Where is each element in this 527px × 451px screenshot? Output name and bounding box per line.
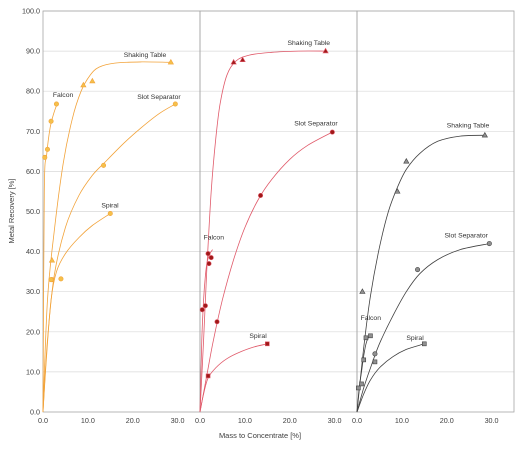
y-tick-label: 30.0: [26, 287, 40, 296]
y-tick-label: 90.0: [26, 47, 40, 56]
shaking-table-point: [80, 81, 87, 88]
x-tick-label: 30.0: [328, 416, 342, 425]
slot-separator-point: [214, 319, 220, 325]
x-tick-label: 20.0: [440, 416, 454, 425]
falcon-point: [202, 303, 208, 309]
slot-separator-curve: [356, 243, 490, 413]
shaking-table-label: Shaking Table: [124, 52, 167, 59]
spiral-point: [372, 359, 378, 365]
y-tick-label: 100.0: [22, 7, 40, 16]
panel-frame: [356, 10, 515, 413]
shaking-table-point: [230, 58, 237, 65]
x-tick-label: 30.0: [171, 416, 185, 425]
shaking-table-curve: [42, 61, 171, 413]
spiral-point: [264, 341, 270, 347]
tick-labels: 0.0 10.0 20.0 30.0 40.0 50.0 60.0 70.0 80.0 90.0 1…: [22, 7, 499, 426]
y-tick-label: 70.0: [26, 127, 40, 136]
falcon-label: Falcon: [204, 235, 225, 242]
falcon-point: [359, 381, 364, 387]
shaking-table-point: [403, 157, 410, 164]
falcon-point: [42, 154, 48, 160]
falcon-label: Falcon: [361, 315, 382, 322]
y-axis-title: Metal Recovery [%]: [7, 178, 16, 243]
falcon-curve: [42, 103, 58, 413]
falcon-point: [205, 251, 211, 257]
slot-separator-label: Slot Separator: [294, 120, 338, 127]
y-tick-label: 10.0: [26, 367, 40, 376]
slot-separator-curve: [199, 131, 333, 413]
slot-separator-label: Slot Separator: [444, 233, 488, 240]
falcon-point: [44, 146, 50, 152]
spiral-label: Spiral: [249, 333, 267, 340]
slot-separator-point: [486, 241, 492, 247]
spiral-label: Spiral: [406, 335, 424, 342]
spiral-point: [205, 373, 211, 379]
spiral-curve: [42, 213, 111, 413]
gridlines: [43, 10, 514, 373]
panel-frames: [42, 10, 515, 413]
falcon-point: [208, 255, 214, 261]
spiral-curve: [356, 343, 425, 413]
falcon-point: [199, 307, 205, 313]
shaking-table-point: [48, 257, 56, 263]
y-tick-label: 40.0: [26, 247, 40, 256]
shaking-table-point: [167, 58, 174, 65]
series-labels: Falcon Shaking Table Slot Separator Spiral S…: [53, 40, 490, 342]
shaking-table-point: [359, 288, 366, 294]
falcon-point: [53, 101, 59, 107]
falcon-point: [361, 357, 367, 363]
shaking-table-point: [481, 131, 488, 138]
spiral-point: [48, 277, 54, 283]
shaking-table-curve: [199, 50, 326, 413]
x-tick-label: 10.0: [395, 416, 409, 425]
x-tick-label: 10.0: [238, 416, 252, 425]
x-tick-label: 20.0: [126, 416, 140, 425]
shaking-table-point: [239, 56, 246, 63]
y-tick-label: 0.0: [30, 408, 40, 417]
shaking-table-point: [322, 47, 329, 54]
y-tick-label: 50.0: [26, 207, 40, 216]
slot-separator-point: [329, 129, 335, 135]
slot-separator-point: [172, 101, 178, 107]
shaking-table-label: Shaking Table: [287, 40, 330, 47]
shaking-table-point: [89, 77, 96, 84]
y-tick-label: 80.0: [26, 87, 40, 96]
shaking-table-point: [394, 188, 401, 194]
spiral-label: Spiral: [101, 202, 119, 209]
falcon-point: [368, 333, 373, 339]
spiral-point: [58, 276, 64, 282]
slot-separator-point: [101, 162, 107, 168]
slot-separator-point: [258, 192, 264, 198]
falcon-point: [48, 118, 54, 124]
falcon-point: [363, 335, 369, 341]
slot-separator-label: Slot Separator: [137, 94, 181, 101]
y-tick-label: 60.0: [26, 167, 40, 176]
falcon-point: [206, 261, 212, 267]
x-tick-label: 0.0: [352, 416, 362, 425]
falcon-label: Falcon: [53, 92, 74, 99]
spiral-curve: [199, 343, 268, 413]
data-markers: [42, 47, 492, 391]
x-tick-label: 10.0: [81, 416, 95, 425]
y-tick-label: 20.0: [26, 327, 40, 336]
x-tick-label: 0.0: [38, 416, 48, 425]
x-tick-label: 20.0: [283, 416, 297, 425]
x-tick-label: 0.0: [195, 416, 205, 425]
x-tick-label: 30.0: [485, 416, 499, 425]
spiral-point: [421, 341, 427, 347]
x-axis-title: Mass to Concentrate [%]: [219, 431, 301, 440]
fit-curves: [42, 50, 490, 413]
falcon-point: [356, 385, 361, 391]
slot-separator-point: [372, 351, 378, 357]
shaking-table-label: Shaking Table: [447, 122, 490, 129]
slot-separator-point: [415, 267, 421, 273]
shaking-table-curve: [356, 134, 485, 413]
spiral-point: [107, 211, 113, 217]
